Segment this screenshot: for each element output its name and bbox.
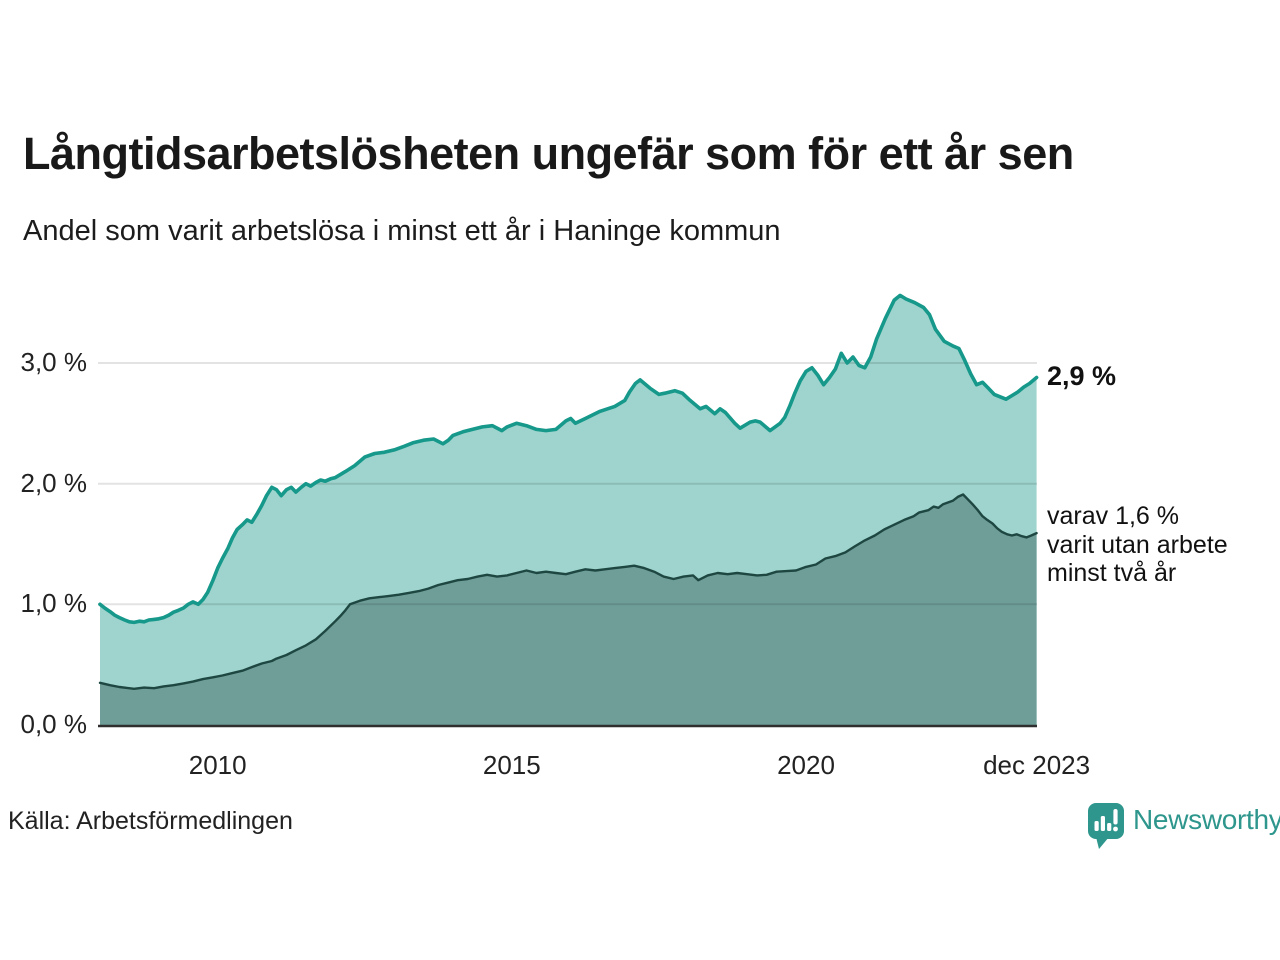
y-tick-label: 2,0 %: [20, 467, 88, 498]
series-line-0: [98, 293, 1039, 625]
source-note: Källa: Arbetsförmedlingen: [8, 807, 293, 835]
series-area-1: [100, 494, 1037, 725]
page-subtitle: Andel som varit arbetslösa i minst ett å…: [23, 215, 781, 247]
newsworthy-logo-icon: [1088, 803, 1124, 849]
x-tick-label: 2020: [777, 750, 835, 780]
y-tick-label: 0,0 %: [20, 709, 88, 739]
x-tick-label: 2010: [188, 750, 247, 780]
newsworthy-logo: Newsworthy: [1086, 800, 1280, 850]
y-tick-label: 1,0 %: [20, 588, 88, 619]
newsworthy-wordmark: Newsworthy: [1133, 804, 1280, 835]
x-tick-label: 2015: [482, 750, 541, 780]
y-axis-labels: 0,0 % 1,0 % 2,0 % 3,0 %: [0, 0, 88, 960]
latest-value-label: 2,9 %: [1047, 361, 1117, 391]
series-line-1: [98, 493, 1038, 690]
page-title: Långtidsarbetslösheten ungefär som för e…: [23, 128, 1074, 179]
two-year-annotation: varav 1,6 % varit utan arbete minst två …: [1047, 502, 1228, 587]
x-tick-label: dec 2023: [983, 750, 1091, 780]
y-tick-label: 3,0 %: [20, 346, 88, 377]
